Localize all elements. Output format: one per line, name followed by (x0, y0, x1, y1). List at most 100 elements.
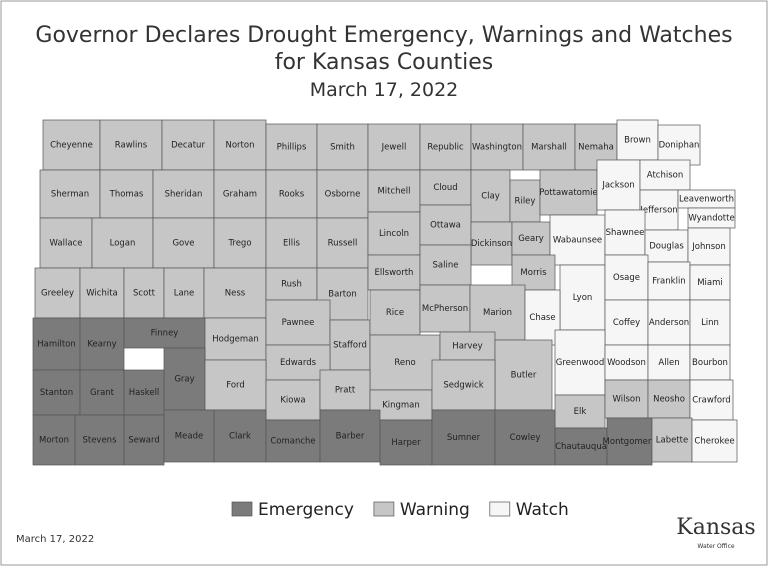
title-date: March 17, 2022 (310, 79, 459, 101)
county-label: Wyandotte (688, 214, 734, 224)
county (316, 217, 369, 269)
county-label: Stanton (40, 388, 73, 398)
county-label: Johnson (691, 242, 726, 252)
counties: Cheyenne Rawlins Decatur Norton Phillips Smit… (32, 119, 738, 466)
county (604, 209, 646, 256)
county-label: Allen (658, 358, 679, 368)
county-label: Jackson (601, 181, 634, 191)
county-label: Franklin (652, 277, 685, 287)
county-label: Chase (529, 313, 555, 323)
county-label: Hamilton (37, 340, 76, 350)
county-label: Riley (515, 197, 536, 207)
county (604, 254, 649, 301)
county-label: Phillips (277, 143, 307, 153)
county (494, 339, 553, 411)
logo-subtitle: Water Office (697, 543, 734, 550)
county-label: Stafford (333, 341, 367, 351)
legend-swatch (373, 501, 395, 517)
county-label: Lincoln (379, 229, 409, 239)
county-label: Miami (697, 278, 723, 288)
county-label: Kingman (382, 401, 420, 411)
county-label: Finney (151, 329, 179, 339)
county (163, 409, 215, 463)
title-line: for Kansas Counties (275, 50, 494, 75)
county-label: Ellsworth (375, 268, 414, 278)
county (511, 254, 556, 291)
county-label: Sedgwick (443, 381, 483, 391)
county-label: Clark (229, 432, 251, 442)
county-label: Cloud (433, 183, 457, 193)
county-label: Jewell (381, 143, 407, 153)
county-label: Thomas (109, 190, 144, 200)
county-label: Marshall (531, 143, 567, 153)
county-label: Wallace (50, 239, 83, 249)
county-label: Harper (391, 438, 421, 448)
county (647, 261, 691, 301)
legend-label: Warning (400, 500, 470, 520)
county (203, 267, 267, 319)
county (213, 409, 267, 463)
county-label: Harvey (452, 342, 482, 352)
footer-date: March 17, 2022 (16, 534, 94, 545)
county (265, 169, 318, 219)
county-label: Haskell (129, 388, 160, 398)
county-label: Greenwood (556, 358, 605, 368)
county-label: Anderson (649, 318, 689, 328)
county-label: Gove (172, 239, 194, 249)
county-label: Clay (481, 192, 500, 202)
county-label: Wabaunsee (553, 236, 602, 246)
county-label: Cherokee (694, 437, 734, 447)
county (469, 284, 526, 341)
county-label: Logan (110, 239, 136, 249)
county (639, 159, 691, 191)
county (163, 347, 206, 411)
county-label: Barton (328, 290, 356, 300)
county (213, 119, 267, 171)
legend-swatch (231, 501, 253, 517)
county-label: Gray (174, 375, 194, 385)
county-label: Russell (328, 239, 358, 249)
county (470, 123, 524, 171)
county-label: Atchison (647, 171, 683, 181)
county-label: Lane (174, 289, 195, 299)
county (689, 344, 731, 381)
county-label: Rush (281, 280, 302, 290)
county-label: Geary (518, 234, 544, 244)
county (689, 379, 734, 421)
county (431, 409, 496, 466)
county (419, 169, 472, 206)
county-label: Leavenworth (679, 195, 734, 205)
county (79, 317, 125, 371)
county-label: Lyon (573, 293, 593, 303)
county-label: Rawlins (115, 141, 148, 151)
county-label: Pottawatomie (539, 188, 597, 198)
county-label: Hodgeman (212, 335, 259, 345)
county-label: Elk (574, 407, 587, 417)
county (367, 254, 421, 291)
county-label: Edwards (280, 358, 317, 368)
legend-swatch (489, 501, 511, 517)
county-label: Morton (39, 436, 69, 446)
county-label: Graham (223, 190, 257, 200)
county (367, 123, 421, 171)
county (319, 409, 381, 463)
title-line: Governor Declares Drought Emergency, War… (35, 23, 732, 48)
county-label: Linn (701, 318, 719, 328)
county (470, 169, 511, 223)
county-label: Labette (656, 436, 688, 446)
county-label: Osage (613, 273, 640, 283)
county (42, 119, 101, 171)
county (74, 414, 125, 466)
county-label: Morris (520, 268, 547, 278)
county-label: Wichita (86, 289, 118, 299)
county (152, 169, 215, 219)
county-label: Osborne (325, 190, 361, 200)
county-label: Rooks (279, 190, 305, 200)
county-label: Butler (511, 371, 537, 381)
county-label: Comanche (270, 437, 315, 447)
county (511, 221, 551, 256)
legend: Emergency Warning Watch (231, 500, 569, 520)
county-label: Neosho (653, 395, 685, 405)
county (79, 267, 125, 319)
county (265, 123, 318, 171)
